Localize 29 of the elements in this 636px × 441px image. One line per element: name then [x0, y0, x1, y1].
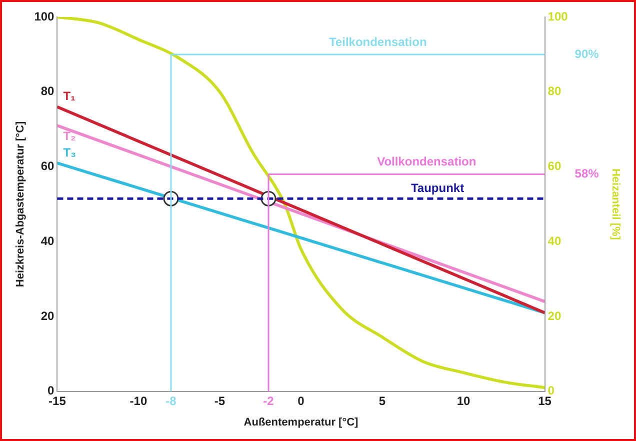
y-tick-label: 80: [40, 84, 55, 98]
y-tick-label: 40: [40, 234, 55, 248]
y2-tick-label: 20: [548, 308, 562, 323]
y2-tick-label: 40: [548, 234, 562, 248]
y-tick-label: 20: [40, 308, 55, 323]
annotation: Teilkondensation: [328, 34, 427, 49]
series-label: T₁: [63, 89, 76, 104]
y-tick-label: 100: [34, 9, 55, 24]
ref-line-label: Taupunkt: [410, 180, 464, 195]
x-tick-label: 10: [456, 394, 471, 408]
ref-line-label: 58%: [574, 166, 600, 181]
y2-tick-label: 100: [548, 9, 568, 24]
y2-tick-label: 80: [548, 84, 562, 98]
x-tick-label: -2: [263, 394, 274, 408]
x-tick-label: 0: [298, 394, 305, 408]
x-tick-label: -10: [130, 394, 148, 408]
y-tick-label: 60: [40, 159, 55, 174]
y-axis-title: Heizkreis-Abgastemperatur [°C]: [14, 120, 27, 288]
x-tick-label: -8: [166, 394, 177, 408]
series-label: T₂: [63, 128, 76, 143]
x-tick-label: -5: [214, 394, 226, 408]
x-tick-label: 5: [378, 394, 386, 408]
y2-tick-label: 60: [548, 159, 562, 174]
x-axis-title: Außentemperatur [°C]: [244, 416, 359, 428]
ref-line-label: 90%: [574, 46, 600, 61]
series-label: T₃: [63, 145, 76, 160]
line-series: [57, 17, 545, 390]
annotation: Vollkondensation: [377, 154, 476, 169]
y2-axis-title: Heizanteil [%]: [609, 168, 622, 240]
